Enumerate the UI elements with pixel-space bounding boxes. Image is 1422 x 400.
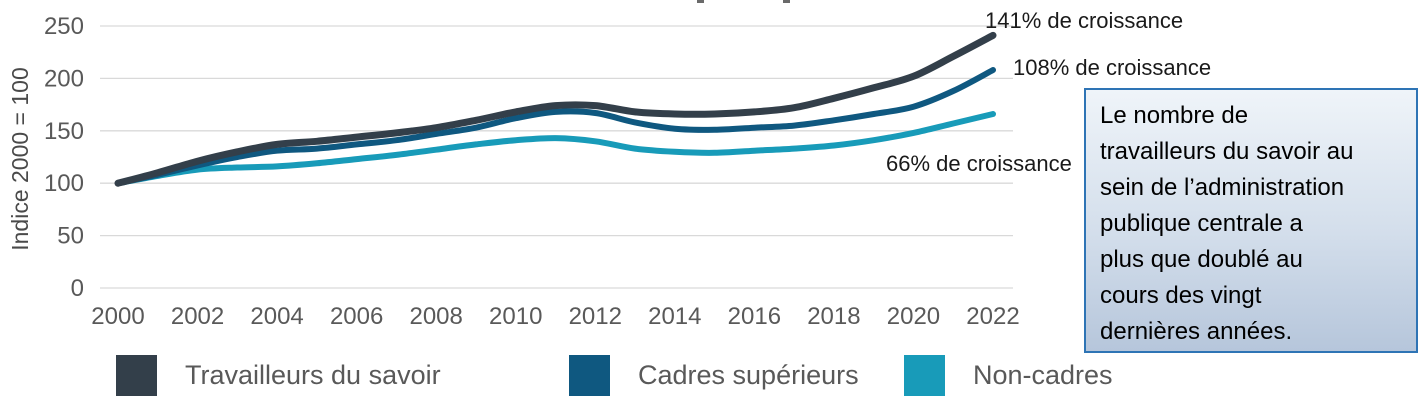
annotation-travailleurs-growth: 141% de croissance bbox=[985, 8, 1184, 33]
x-tick-label-2020: 2020 bbox=[887, 303, 940, 330]
x-tick-label-2016: 2016 bbox=[728, 303, 781, 330]
x-tick-label-2014: 2014 bbox=[648, 303, 701, 330]
cropped-title-remnant bbox=[697, 0, 704, 3]
callout-textbox: Le nombre de travailleurs du savoir au s… bbox=[1084, 88, 1418, 353]
series-line-cadres-sup-rieurs bbox=[115, 67, 996, 187]
legend-swatch-travailleurs bbox=[116, 355, 157, 396]
y-tick-label-200: 200 bbox=[44, 65, 84, 92]
callout-text: Le nombre de travailleurs du savoir au s… bbox=[1100, 102, 1354, 345]
annotation-cadres-growth: 108% de croissance bbox=[1013, 55, 1212, 80]
x-tick-label-2008: 2008 bbox=[409, 303, 462, 330]
chart-legend: Travailleurs du savoir Cadres supérieurs… bbox=[0, 355, 1422, 400]
legend-label-travailleurs: Travailleurs du savoir bbox=[185, 360, 441, 390]
legend-swatch-cadres bbox=[569, 355, 610, 396]
legend-label-cadres: Cadres supérieurs bbox=[638, 360, 859, 390]
x-tick-label-2018: 2018 bbox=[807, 303, 860, 330]
x-tick-label-2000: 2000 bbox=[91, 303, 144, 330]
legend-item-travailleurs: Travailleurs du savoir bbox=[116, 355, 441, 396]
series-line-non-cadres bbox=[115, 111, 996, 187]
x-tick-label-2022: 2022 bbox=[966, 303, 1019, 330]
series-line-travailleurs-du-savoir bbox=[114, 31, 997, 187]
annotation-noncadres-growth: 66% de croissance bbox=[886, 151, 1072, 176]
cropped-title-remnant bbox=[783, 0, 790, 3]
x-tick-label-2006: 2006 bbox=[330, 303, 383, 330]
y-tick-label-250: 250 bbox=[44, 13, 84, 40]
y-tick-label-0: 0 bbox=[71, 275, 84, 302]
y-tick-label-50: 50 bbox=[57, 223, 84, 250]
y-tick-label-100: 100 bbox=[44, 170, 84, 197]
legend-label-noncadres: Non-cadres bbox=[973, 360, 1113, 390]
legend-item-cadres: Cadres supérieurs bbox=[569, 355, 859, 396]
legend-item-noncadres: Non-cadres bbox=[904, 355, 1113, 396]
x-tick-label-2010: 2010 bbox=[489, 303, 542, 330]
x-tick-label-2002: 2002 bbox=[171, 303, 224, 330]
y-axis-title: Indice 2000 = 100 bbox=[7, 67, 33, 251]
legend-swatch-noncadres bbox=[904, 355, 945, 396]
x-tick-label-2012: 2012 bbox=[569, 303, 622, 330]
y-tick-label-150: 150 bbox=[44, 118, 84, 145]
x-tick-label-2004: 2004 bbox=[250, 303, 303, 330]
